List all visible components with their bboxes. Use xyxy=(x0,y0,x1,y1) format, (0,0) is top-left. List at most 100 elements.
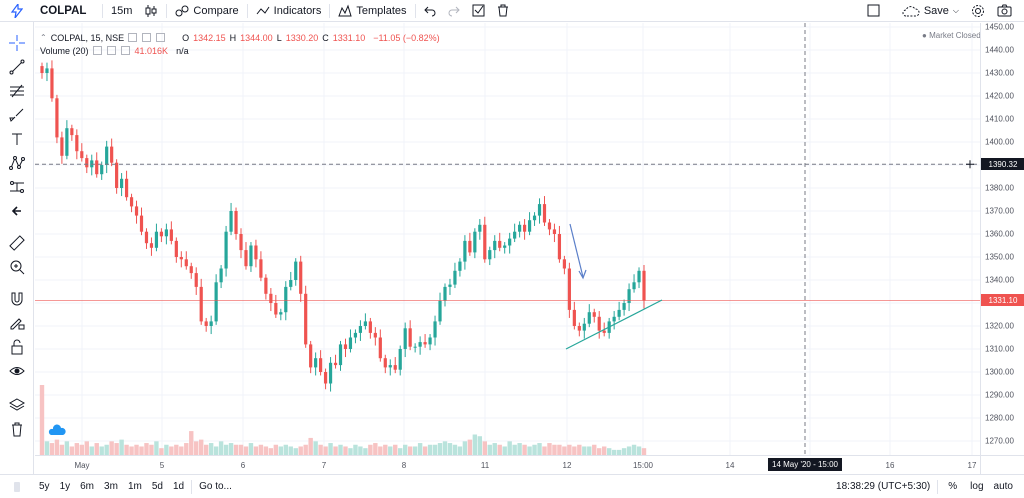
price-chart[interactable] xyxy=(35,23,980,455)
delete-drawings-tool[interactable] xyxy=(8,420,26,438)
goto-date-button[interactable]: Go to... xyxy=(199,481,232,492)
stay-in-drawing-tool[interactable] xyxy=(8,314,26,332)
text-tool[interactable] xyxy=(8,130,26,148)
candle-body xyxy=(552,229,557,234)
compare-button[interactable]: Compare xyxy=(169,0,244,22)
range-3m[interactable]: 3m xyxy=(104,481,118,492)
save-label: Save xyxy=(923,4,949,17)
scroll-left-handle[interactable] xyxy=(0,481,34,492)
volume-bar xyxy=(452,444,458,455)
divider xyxy=(166,3,168,18)
volume-bar xyxy=(353,444,358,455)
candle-body xyxy=(448,284,452,287)
candle-body xyxy=(164,229,168,237)
candle xyxy=(159,228,164,243)
redo-button[interactable] xyxy=(442,0,466,22)
fib-tool[interactable] xyxy=(8,82,26,100)
range-5y[interactable]: 5y xyxy=(39,481,50,492)
settings-button[interactable] xyxy=(965,0,991,22)
zoom-tool[interactable] xyxy=(8,258,26,276)
crosshair-tool[interactable] xyxy=(8,34,26,52)
time-tick-label: 12 xyxy=(562,461,572,470)
candle xyxy=(184,251,188,270)
pattern-tool[interactable] xyxy=(8,154,26,172)
drawn-trend-line[interactable] xyxy=(565,299,663,350)
candle xyxy=(254,239,258,268)
percent-scale-toggle[interactable]: % xyxy=(948,481,958,492)
divider xyxy=(937,479,939,494)
fullscreen-button[interactable] xyxy=(861,0,886,22)
drawn-arrow[interactable] xyxy=(569,223,584,278)
volume-bar xyxy=(363,448,368,455)
event-cloud-icon[interactable] xyxy=(48,424,66,435)
volume-bar xyxy=(144,443,149,455)
volume-bar xyxy=(447,443,453,455)
chevron-up-icon[interactable]: ⌃ xyxy=(40,33,47,42)
volume-settings-icon[interactable] xyxy=(106,46,116,55)
log-scale-toggle[interactable]: log xyxy=(970,481,984,492)
close-value: 1331.10 xyxy=(332,32,366,43)
candle xyxy=(214,274,218,325)
candle-body xyxy=(154,231,159,248)
undo-button[interactable] xyxy=(418,0,442,22)
volume-bar xyxy=(298,446,303,455)
hide-drawings-tool[interactable] xyxy=(8,362,26,380)
candle xyxy=(358,320,363,341)
volume-bar xyxy=(552,444,557,455)
range-6m[interactable]: 6m xyxy=(80,481,95,492)
chart-type-candles-icon[interactable] xyxy=(138,0,164,22)
candle-body xyxy=(254,245,258,260)
brush-tool[interactable] xyxy=(8,106,26,124)
remove-volume-icon[interactable] xyxy=(120,46,130,55)
templates-icon xyxy=(338,4,353,16)
save-button[interactable]: Save ⌵ xyxy=(896,0,965,22)
chart-pane[interactable] xyxy=(35,23,980,455)
range-1m[interactable]: 1m xyxy=(127,481,142,492)
candle-body xyxy=(304,293,308,345)
volume-bar xyxy=(437,443,443,455)
templates-button[interactable]: Templates xyxy=(332,0,412,22)
volume-bar xyxy=(572,446,577,455)
volume-bar xyxy=(49,443,55,455)
candle-body xyxy=(348,337,353,349)
candle-body xyxy=(204,321,208,326)
object-tree-tool[interactable] xyxy=(8,396,26,414)
volume-bar xyxy=(368,444,373,455)
snapshot-button[interactable] xyxy=(991,0,1018,22)
volume-bar xyxy=(398,448,403,455)
series-settings-icon[interactable] xyxy=(142,33,152,42)
candle xyxy=(348,329,353,353)
trend-line-tool[interactable] xyxy=(8,58,26,76)
candle xyxy=(309,340,313,374)
candle xyxy=(328,357,333,392)
symbol-search[interactable]: COLPAL xyxy=(40,4,87,17)
zoom-in-icon xyxy=(10,260,25,275)
delete-button[interactable] xyxy=(491,0,515,22)
candle-body xyxy=(572,309,576,326)
indicators-button[interactable]: Indicators xyxy=(250,0,328,22)
market-status-label: Market Closed xyxy=(929,31,981,40)
range-1d[interactable]: 1d xyxy=(172,481,185,492)
price-scale[interactable]: 1450.00 1440.00 1430.00 1420.00 1410.00 1400.… xyxy=(980,23,1024,455)
clock[interactable]: 18:38:29 (UTC+5:30) xyxy=(836,481,931,492)
remove-series-icon[interactable] xyxy=(156,33,166,42)
hide-volume-icon[interactable] xyxy=(92,46,102,55)
auto-scale-toggle[interactable]: auto xyxy=(993,481,1013,492)
candle xyxy=(468,232,472,256)
time-tick-label: 17 xyxy=(967,461,977,470)
lock-drawings-tool[interactable] xyxy=(8,338,26,356)
range-1y[interactable]: 1y xyxy=(59,481,71,492)
prediction-tool[interactable] xyxy=(8,178,26,196)
candle-body xyxy=(513,231,517,239)
hide-series-icon[interactable] xyxy=(128,33,138,42)
menu-lightning-icon[interactable] xyxy=(0,0,34,22)
candle-body xyxy=(582,323,586,331)
interval-button[interactable]: 15m xyxy=(111,4,133,17)
collapse-toolbar-button[interactable] xyxy=(8,202,26,220)
magnet-tool[interactable] xyxy=(8,290,26,308)
volume-bar xyxy=(44,441,50,455)
ruler-tool[interactable] xyxy=(8,234,26,252)
range-5d[interactable]: 5d xyxy=(151,481,163,492)
alert-checkbox-button[interactable] xyxy=(466,0,491,22)
